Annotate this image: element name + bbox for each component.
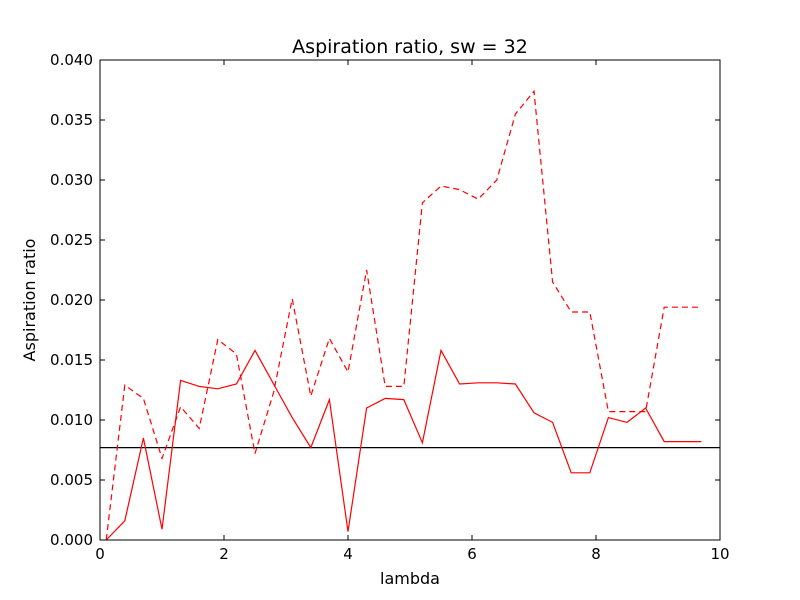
- x-tick-label: 0: [95, 545, 105, 563]
- y-tick-label: 0.025: [50, 231, 93, 249]
- y-tick-label: 0.010: [50, 411, 93, 429]
- x-tick-label: 6: [467, 545, 477, 563]
- chart-title: Aspiration ratio, sw = 32: [292, 36, 528, 58]
- y-tick-label: 0.035: [50, 111, 93, 129]
- x-tick-label: 10: [710, 545, 729, 563]
- y-tick-label: 0.015: [50, 351, 93, 369]
- plot-area: [100, 89, 720, 541]
- plot-frame: [99, 59, 721, 541]
- axis-ticks: 0 2 4 6 8 10 0.000 0.005 0.010 0.015 0.020 0.025 0.0…: [50, 51, 730, 563]
- series-line-solid: [105, 348, 702, 541]
- x-axis-label: lambda: [380, 569, 440, 588]
- y-tick-label: 0.020: [50, 291, 93, 309]
- y-tick-label: 0.000: [50, 531, 93, 549]
- x-tick-label: 4: [343, 545, 353, 563]
- y-axis-label: Aspiration ratio: [20, 239, 39, 362]
- x-tick-label: 2: [219, 545, 229, 563]
- series-line-dashed: [105, 89, 702, 541]
- y-tick-label: 0.030: [50, 171, 93, 189]
- y-tick-label: 0.040: [50, 51, 93, 69]
- x-tick-label: 8: [591, 545, 601, 563]
- y-tick-label: 0.005: [50, 471, 93, 489]
